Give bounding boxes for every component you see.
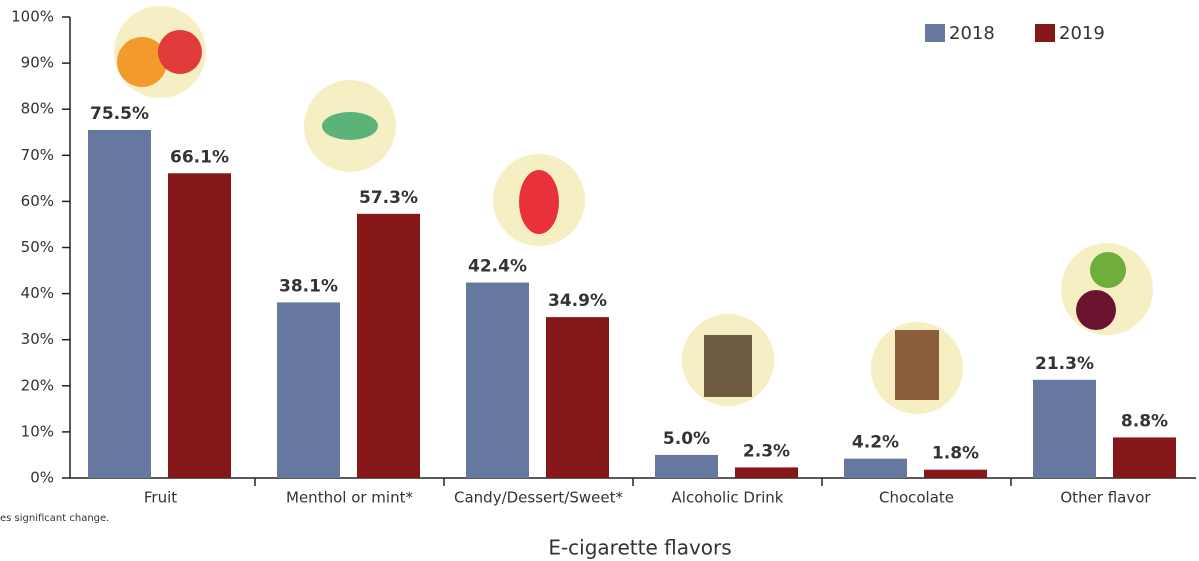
legend-label: 2019	[1059, 23, 1105, 44]
bar	[466, 282, 529, 478]
x-tick-label: Fruit	[144, 489, 177, 507]
x-tick-label: Candy/Dessert/Sweet*	[454, 489, 623, 507]
bar	[735, 467, 798, 478]
y-tick-label: 80%	[21, 100, 54, 118]
value-label: 34.9%	[548, 291, 607, 311]
y-tick-label: 0%	[30, 469, 54, 487]
bar	[924, 469, 987, 478]
bar	[168, 173, 231, 479]
value-label: 5.0%	[663, 429, 710, 449]
value-label: 8.8%	[1121, 411, 1168, 431]
mint-leaf	[322, 112, 378, 140]
orange	[117, 37, 167, 87]
y-tick-label: 10%	[21, 422, 54, 440]
y-tick-label: 90%	[21, 54, 54, 72]
x-tick-label: Menthol or mint*	[286, 489, 413, 507]
value-label: 42.4%	[468, 257, 527, 277]
kiwi	[1090, 252, 1126, 288]
x-tick-label: Chocolate	[879, 489, 954, 507]
value-label: 2.3%	[743, 441, 790, 461]
y-tick-label: 50%	[21, 238, 54, 256]
y-tick-label: 30%	[21, 330, 54, 348]
icons	[114, 6, 1153, 414]
value-label: 75.5%	[90, 104, 149, 124]
bar	[546, 317, 609, 478]
strawberry	[158, 30, 202, 74]
value-label: 4.2%	[852, 433, 899, 453]
gummy-bear	[519, 170, 559, 234]
legend-swatch	[1035, 24, 1055, 42]
y-tick-label: 70%	[21, 146, 54, 164]
bar	[357, 213, 420, 479]
legend-label: 2018	[949, 23, 995, 44]
legend-swatch	[925, 24, 945, 42]
bottles	[704, 335, 752, 397]
footnote: es significant change.	[0, 513, 109, 524]
y-tick-label: 40%	[21, 284, 54, 302]
y-tick-label: 60%	[21, 192, 54, 210]
x-axis-title: E-cigarette flavors	[548, 536, 731, 560]
x-tick-label: Alcoholic Drink	[672, 489, 784, 507]
x-tick-label: Other flavor	[1060, 489, 1151, 507]
value-label: 38.1%	[279, 276, 338, 296]
value-label: 1.8%	[932, 444, 979, 464]
value-label: 21.3%	[1035, 354, 1094, 374]
bar	[1113, 437, 1176, 478]
chocolate-bar	[895, 330, 939, 400]
bar	[1033, 379, 1096, 478]
bar	[277, 302, 340, 478]
value-label: 66.1%	[170, 147, 229, 167]
y-tick-label: 100%	[11, 8, 54, 26]
y-tick-label: 20%	[21, 376, 54, 394]
bar	[655, 454, 718, 478]
bar	[88, 129, 151, 478]
bar	[844, 458, 907, 478]
value-label: 57.3%	[359, 188, 418, 208]
pomegranate	[1076, 290, 1116, 330]
